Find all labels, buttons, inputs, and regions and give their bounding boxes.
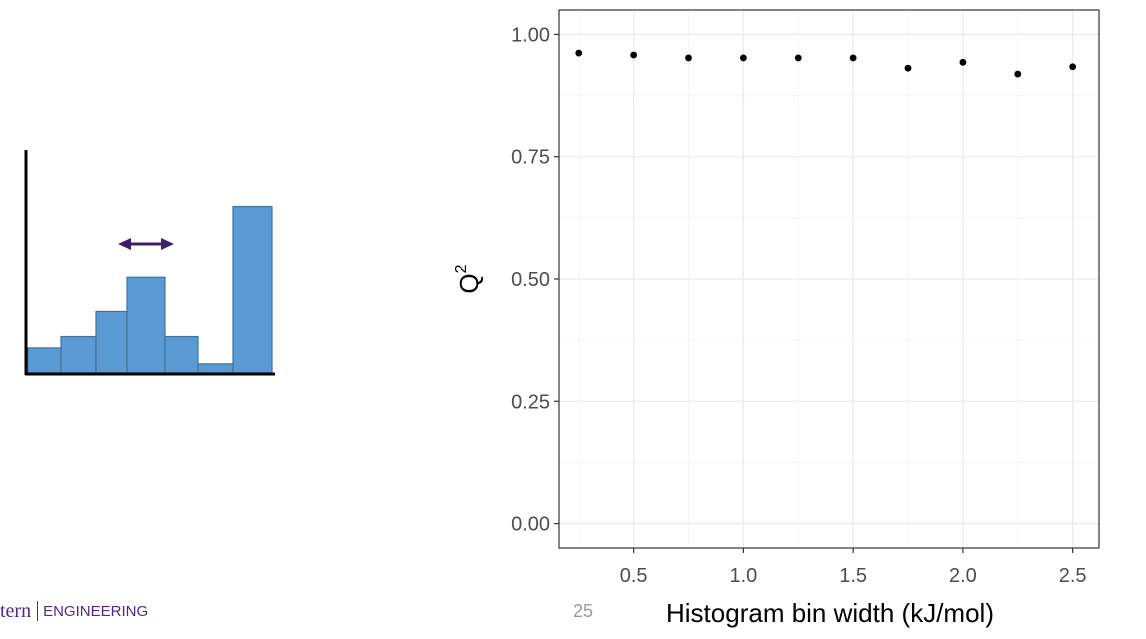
footer-logo: tern ENGINEERING: [0, 598, 148, 624]
x-tick-label: 0.5: [620, 565, 648, 587]
arrow-head-right: [161, 238, 174, 250]
histogram-bar: [126, 276, 166, 374]
histogram-bar: [232, 205, 273, 374]
data-point: [575, 49, 583, 57]
y-tick-label: 0.25: [511, 391, 550, 413]
logo-wordmark: tern: [0, 599, 32, 622]
grid: [559, 10, 1099, 548]
x-tick-label: 1.0: [729, 565, 757, 587]
histogram-bar: [197, 363, 234, 374]
histogram-bar: [95, 310, 128, 374]
data-point: [904, 64, 912, 72]
data-point: [685, 54, 692, 62]
x-tick-label: 2.0: [949, 565, 977, 587]
data-point: [849, 54, 857, 62]
data-point: [794, 54, 802, 62]
x-axis-title: Histogram bin width (kJ/mol): [666, 598, 994, 628]
histogram-bar: [27, 347, 62, 374]
y-tick-label: 0.50: [511, 269, 550, 291]
y-tick-label: 0.75: [511, 147, 550, 169]
x-tick-label: 1.5: [839, 565, 867, 587]
x-tick-label: 2.5: [1059, 565, 1087, 587]
arrow-head-left: [118, 238, 131, 250]
data-point: [959, 58, 967, 66]
logo-department: ENGINEERING: [43, 602, 149, 620]
histogram-illustration: [24, 150, 275, 376]
bin-width-arrow: [118, 238, 174, 250]
page-number: 25: [573, 601, 594, 621]
y-axis-title-main: Q: [454, 273, 484, 293]
scatter-plot: 0.00 0.25 0.50 0.75 1.00 0.5 1.0 1.5 2.0 2.5 Histo…: [453, 9, 1100, 628]
y-tick-label: 1.00: [511, 24, 550, 46]
y-tick-label: 0.00: [511, 514, 550, 536]
y-axis-title-superscript: 2: [453, 264, 470, 273]
logo-divider: [37, 601, 39, 621]
data-point: [739, 54, 747, 62]
y-axis-title: Q2: [453, 264, 484, 293]
histogram-bar: [60, 335, 97, 374]
data-point: [630, 51, 638, 59]
data-points: [575, 49, 1077, 78]
axes: 0.00 0.25 0.50 0.75 1.00 0.5 1.0 1.5 2.0 2.5 Histo…: [453, 24, 1087, 628]
data-point: [1069, 63, 1077, 71]
data-point: [1014, 70, 1022, 78]
histogram-bar: [164, 335, 199, 374]
